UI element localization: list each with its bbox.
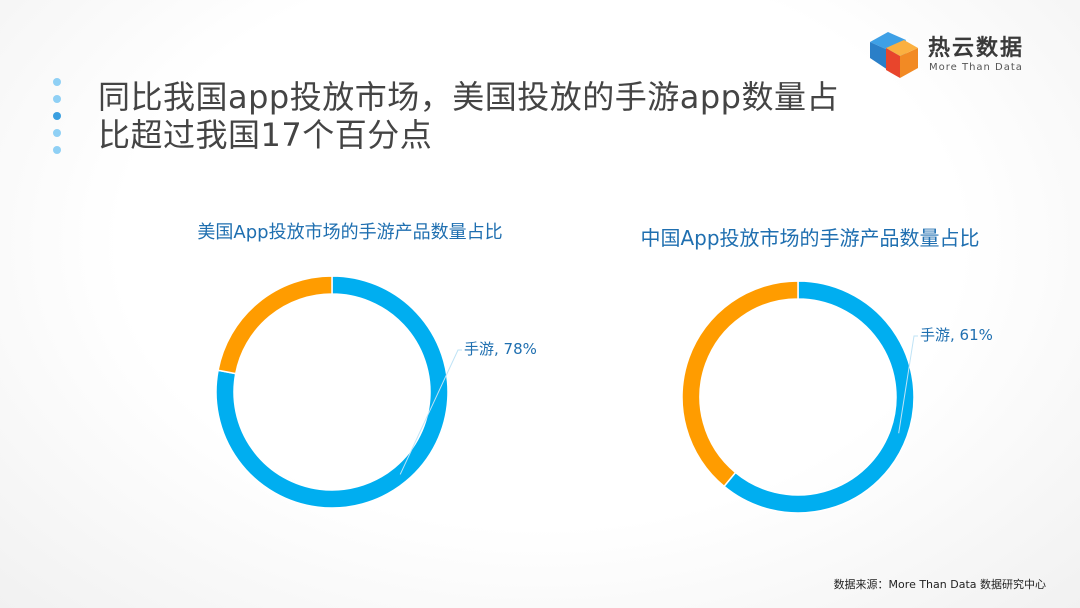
bullet-dot	[53, 129, 61, 137]
page-title-line1: 同比我国app投放市场，美国投放的手游app数量占	[98, 78, 839, 116]
donut-data-label: 手游, 61%	[920, 326, 993, 344]
brand-logo: 热云数据 More Than Data	[866, 28, 1036, 84]
bullet-dot	[53, 78, 61, 86]
donut-svg-cn: 手游, 61%	[681, 280, 993, 514]
donut-data-label: 手游, 78%	[464, 340, 537, 358]
label-leader-line	[399, 349, 462, 475]
chart-title-us: 美国App投放市场的手游产品数量占比	[197, 222, 503, 243]
donut-slice-other	[217, 275, 333, 375]
donut-chart-cn: 中国App投放市场的手游产品数量占比 手游, 61%	[600, 218, 1020, 538]
bullet-dot	[53, 95, 61, 103]
bullet-dot-active	[53, 112, 61, 120]
page-title-line2: 比超过我国17个百分点	[98, 116, 433, 154]
logo-cube-icon	[870, 32, 918, 78]
donut-svg-us: 手游, 78%	[215, 275, 537, 509]
donut-chart-us: 美国App投放市场的手游产品数量占比 手游, 78%	[140, 212, 560, 532]
bullet-dot	[53, 146, 61, 154]
page-title: 同比我国app投放市场，美国投放的手游app数量占 比超过我国17个百分点	[98, 78, 858, 154]
data-source-note: 数据来源：More Than Data 数据研究中心	[833, 578, 1046, 591]
donut-slice-mobile-game	[215, 275, 449, 509]
label-leader-line	[898, 335, 918, 434]
bullet-dots	[52, 78, 66, 163]
donut-slice-mobile-game	[723, 280, 915, 514]
logo-title: 热云数据	[928, 36, 1025, 61]
donut-slice-other	[681, 280, 799, 488]
chart-title-cn: 中国App投放市场的手游产品数量占比	[640, 226, 980, 250]
logo-subtitle: More Than Data	[929, 62, 1023, 73]
